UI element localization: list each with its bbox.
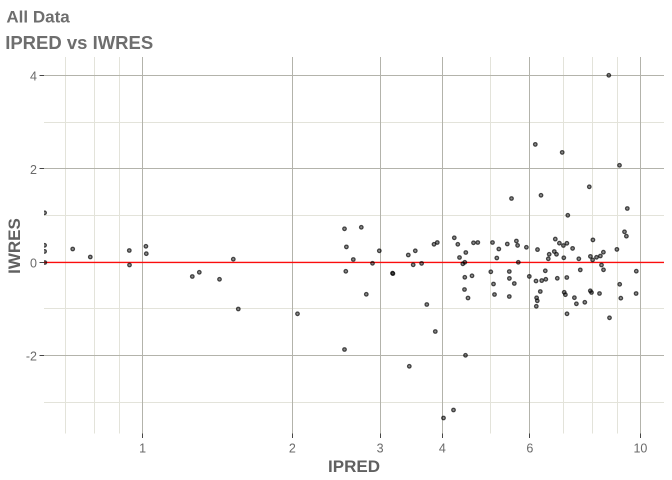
svg-text:10: 10	[633, 442, 647, 456]
svg-text:4: 4	[30, 70, 37, 84]
svg-text:1: 1	[139, 442, 146, 456]
svg-text:0: 0	[30, 256, 37, 270]
svg-text:IWRES: IWRES	[5, 218, 24, 274]
svg-text:IPRED: IPRED	[328, 457, 380, 476]
svg-text:3: 3	[377, 442, 384, 456]
svg-text:6: 6	[526, 442, 533, 456]
svg-text:4: 4	[439, 442, 446, 456]
svg-text:2: 2	[289, 442, 296, 456]
svg-text:IPRED vs IWRES: IPRED vs IWRES	[5, 32, 153, 53]
svg-text:-2: -2	[26, 350, 37, 364]
svg-text:All Data: All Data	[6, 7, 70, 26]
svg-text:2: 2	[30, 163, 37, 177]
